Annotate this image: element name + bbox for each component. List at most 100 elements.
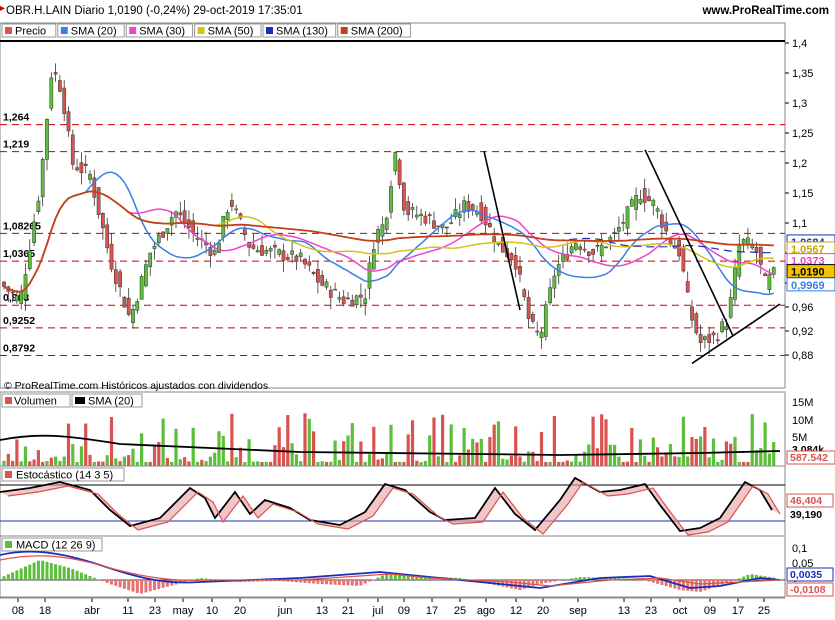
legend-label: SMA (30) xyxy=(139,26,185,38)
candle-up xyxy=(169,217,174,226)
candle-up xyxy=(728,297,733,318)
candle-down xyxy=(479,202,484,222)
candle-down xyxy=(294,255,299,262)
candle-down xyxy=(642,188,647,203)
candle-up xyxy=(380,224,385,237)
macd-hist-bar xyxy=(565,579,569,580)
volume-bar xyxy=(724,441,728,466)
candle-up xyxy=(410,207,415,210)
volume-bar xyxy=(88,454,92,466)
candle-up xyxy=(217,242,221,253)
candle-down xyxy=(182,210,187,224)
candle-up xyxy=(49,77,54,109)
candle-down xyxy=(664,221,669,232)
macd-hist-bar xyxy=(204,578,208,580)
volume-bar xyxy=(79,446,83,466)
macd-hist-bar xyxy=(557,580,561,581)
candle-up xyxy=(599,244,604,257)
volume-bar xyxy=(200,459,204,466)
macd-hist-bar xyxy=(570,578,574,580)
macd-hist-bar xyxy=(183,580,187,583)
volume-bar xyxy=(600,414,604,466)
legend-label: SMA (20) xyxy=(71,26,117,38)
candle-up xyxy=(574,243,578,250)
macd-hist-bar xyxy=(669,580,672,588)
macd-hist-bar xyxy=(325,580,328,585)
volume-bar xyxy=(389,424,393,466)
candle-up xyxy=(148,252,153,268)
candle-down xyxy=(518,266,522,275)
volume-bar xyxy=(213,452,217,466)
volume-bar xyxy=(484,461,488,466)
legend-item xyxy=(1,23,57,38)
candle-up xyxy=(561,253,565,262)
candle-up xyxy=(333,288,337,291)
macd-hist-bar xyxy=(2,576,6,580)
macd-hist-bar xyxy=(19,568,23,580)
legend-label: SMA (200) xyxy=(351,26,403,38)
candle-up xyxy=(617,227,621,232)
volume-bar xyxy=(647,461,651,466)
candle-up xyxy=(152,245,157,249)
macd-hist-bar xyxy=(690,580,694,592)
y-tick-label: 0,92 xyxy=(792,326,813,338)
candle-down xyxy=(303,258,307,265)
macd-hist-bar xyxy=(58,565,62,580)
macd-hist-bar xyxy=(578,577,582,580)
macd-hist-bar xyxy=(101,580,105,582)
flag-icon[interactable]: ▸ xyxy=(0,3,6,14)
volume-bar xyxy=(2,460,6,466)
candle-down xyxy=(690,306,694,321)
sma20-line xyxy=(3,171,774,296)
volume-bar xyxy=(759,447,763,466)
macd-hist-bar xyxy=(75,570,79,580)
volume-bar xyxy=(320,461,324,466)
candle-down xyxy=(445,226,449,229)
site-link[interactable]: www.ProRealTime.com xyxy=(702,5,829,17)
x-tick-label: oct xyxy=(673,605,688,617)
volume-bar xyxy=(183,457,187,466)
candle-down xyxy=(715,339,720,342)
volume-bar xyxy=(535,460,539,466)
legend-swatch xyxy=(60,27,68,34)
candle-up xyxy=(234,208,239,211)
volume-bar xyxy=(148,461,152,466)
volume-bar xyxy=(406,434,410,466)
volume-tick-label: 15M xyxy=(792,397,813,409)
macd-hist-bar xyxy=(540,580,543,584)
macd-hist-bar xyxy=(118,580,122,588)
volume-bar xyxy=(135,461,139,466)
macd-hist-bar xyxy=(664,580,668,587)
candle-down xyxy=(359,294,363,298)
x-tick-label: may xyxy=(173,605,194,617)
candle-down xyxy=(341,296,346,305)
price-badge xyxy=(786,277,835,292)
macd-hist-bar xyxy=(316,580,320,584)
copyright-footnote: © ProRealTime.com Históricos ajustados c… xyxy=(4,380,268,392)
x-tick-label: 13 xyxy=(316,605,328,617)
volume-bar xyxy=(11,460,15,466)
volume-bar xyxy=(746,461,750,466)
macd-hist-bar xyxy=(518,580,522,590)
candle-down xyxy=(647,196,651,201)
chart-header: ▸ OBR.H.LAIN Diario 1,0190 (-0,24%) 29-o… xyxy=(0,0,835,22)
macd-hist-bar xyxy=(196,578,199,580)
candle-up xyxy=(144,264,148,287)
macd-hist-bar xyxy=(686,580,690,591)
candle-up xyxy=(40,159,45,198)
volume-bar xyxy=(230,413,234,466)
volume-bar xyxy=(479,438,483,466)
candle-down xyxy=(62,87,67,114)
candle-down xyxy=(101,213,105,229)
macd-hist-bar xyxy=(148,580,152,592)
volume-bar xyxy=(28,461,32,466)
volume-bar xyxy=(488,436,492,466)
volume-bar xyxy=(54,456,58,466)
volume-bar xyxy=(621,461,625,466)
candle-up xyxy=(638,199,643,204)
volume-bar xyxy=(294,454,298,466)
macd-hist-bar xyxy=(299,580,303,583)
macd-hist-bar xyxy=(11,572,15,580)
y-tick-label: 0,88 xyxy=(792,350,813,362)
